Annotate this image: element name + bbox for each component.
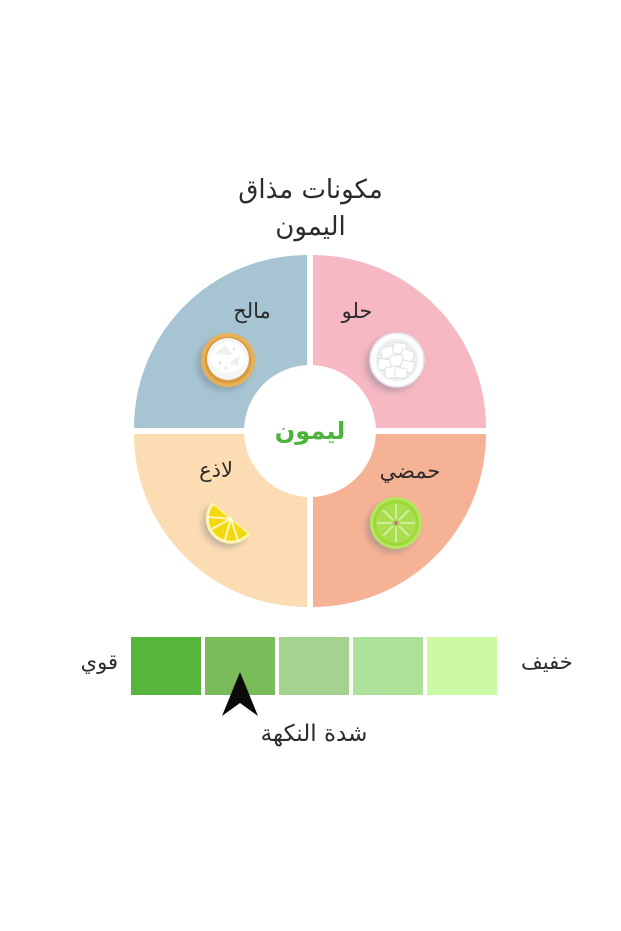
page-title-line2: اليمون	[275, 212, 346, 242]
intensity-strong-label: قوي	[80, 650, 118, 674]
salt-bowl-icon	[199, 330, 257, 392]
intensity-swatch-5	[427, 637, 497, 695]
quadrant-label-salty: مالح	[233, 299, 271, 323]
intensity-caption: شدة النكهة	[260, 721, 368, 747]
quadrant-label-sour: حمضي	[379, 459, 441, 483]
quadrant-label-pungent: لاذع	[199, 458, 233, 482]
lemon-wedge-icon	[199, 491, 259, 555]
donut-center: ليمون	[244, 365, 376, 497]
intensity-swatch-3	[279, 637, 349, 695]
intensity-swatch-4	[353, 637, 423, 695]
page-title-line1: مكونات مذاق	[238, 175, 383, 205]
sugar-cubes-bowl-icon	[368, 330, 426, 392]
flavor-wheel: مالح حلو لاذع حمضي	[134, 255, 486, 607]
quadrant-label-sweet: حلو	[341, 299, 373, 323]
intensity-scale	[131, 637, 497, 695]
intensity-marker-icon	[222, 672, 258, 716]
intensity-swatch-1	[131, 637, 201, 695]
intensity-light-label: خفيف	[521, 650, 573, 674]
donut-center-label: ليمون	[274, 417, 346, 445]
lime-slice-icon	[369, 496, 423, 554]
page-title: مكونات مذاق اليمون	[0, 172, 621, 246]
